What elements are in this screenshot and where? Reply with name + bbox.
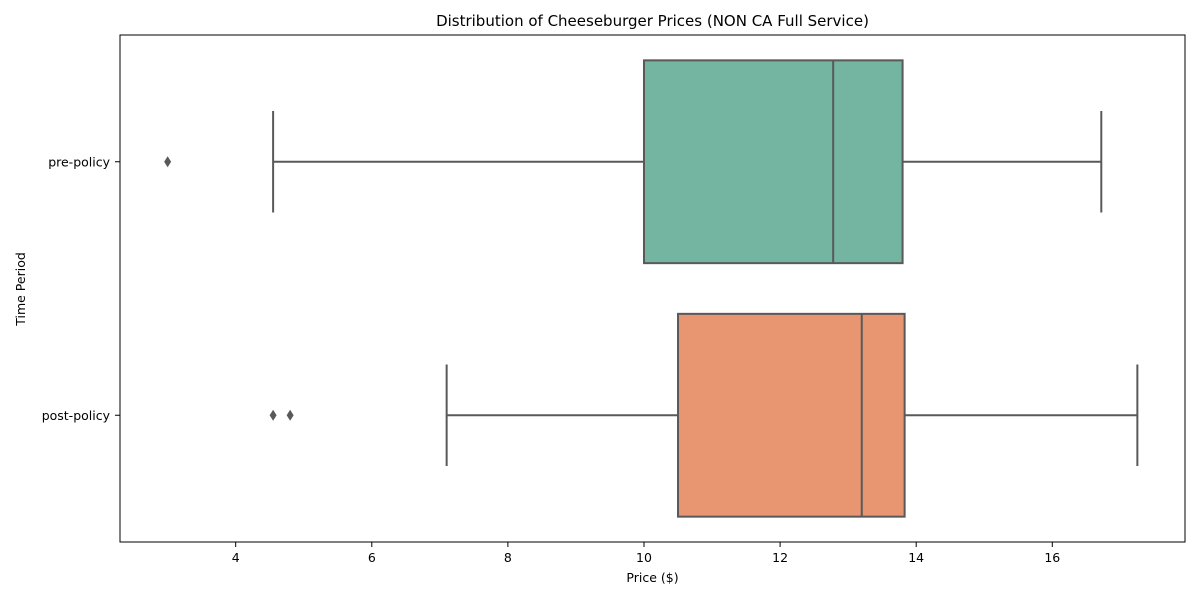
box-group-pre-policy [164,59,1103,265]
x-axis-ticks: 4 6 8 10 12 14 16 [232,542,1060,565]
y-axis-ticks: pre-policy post-policy [42,154,120,423]
outlier-point-post-policy-1 [286,409,294,421]
x-axis-label: Price ($) [626,570,678,585]
outlier-point-pre-policy-0 [164,156,172,168]
x-tick-label: 14 [908,550,924,565]
x-tick-label: 12 [772,550,788,565]
x-tick-label: 16 [1044,550,1060,565]
y-axis-label: Time Period [13,252,28,327]
plot-frame [119,34,1186,543]
plot-area [164,59,1139,518]
outlier-point-post-policy-0 [269,409,277,421]
x-tick-label: 10 [636,550,652,565]
x-tick-label: 4 [232,550,240,565]
y-tick-label: post-policy [42,408,111,423]
iqr-box-pre-policy [642,59,904,265]
x-tick-label: 8 [504,550,512,565]
iqr-box-post-policy [677,312,906,518]
y-tick-label: pre-policy [48,154,110,169]
x-tick-label: 6 [368,550,376,565]
chart-title: Distribution of Cheeseburger Prices (NON… [436,12,869,30]
box-group-post-policy [269,312,1139,518]
